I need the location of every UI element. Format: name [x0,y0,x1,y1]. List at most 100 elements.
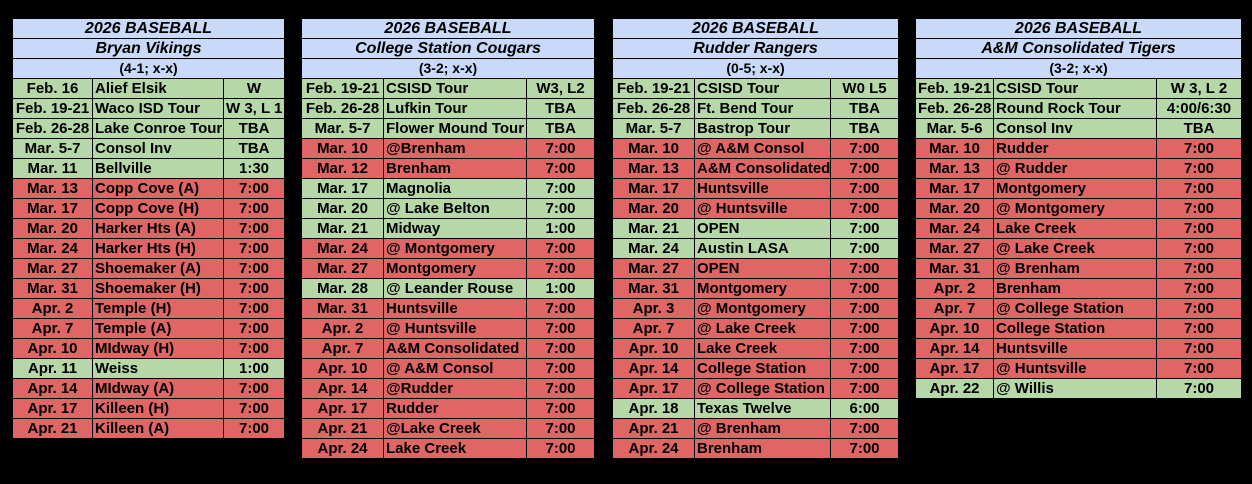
game-row: Apr. 2 @ Huntsville 7:00 [301,318,596,339]
schedule-title: 2026 BASEBALL [11,18,286,39]
game-result: 7:00 [525,138,596,159]
game-opponent: Consol Inv [92,138,224,159]
game-row: Apr. 14 MIdway (A) 7:00 [12,378,286,399]
game-date: Apr. 3 [612,298,695,319]
game-date: Apr. 21 [612,418,695,439]
game-result: 7:00 [1155,178,1243,199]
game-date: Mar. 20 [12,218,93,239]
game-result: 7:00 [1155,278,1243,299]
game-result: TBA [222,118,286,139]
game-row: Apr. 17 Rudder 7:00 [301,398,596,419]
game-row: Mar. 13 Copp Cove (A) 7:00 [12,178,286,199]
game-result: 7:00 [525,418,596,439]
game-opponent: Lake Conroe Tour [92,118,224,139]
game-opponent: @ Willis [993,378,1157,399]
schedule-title: 2026 BASEBALL [611,18,900,39]
game-date: Feb. 26-28 [12,118,93,139]
game-row: Apr. 17 @ Huntsville 7:00 [915,358,1243,379]
game-opponent: Copp Cove (H) [92,198,224,219]
game-result: TBA [829,98,900,119]
game-opponent: College Station [993,318,1157,339]
game-opponent: College Station [694,358,831,379]
game-result: 7:00 [525,358,596,379]
game-opponent: CSISD Tour [694,78,831,99]
game-result: 1:00 [525,278,596,299]
game-result: 7:00 [829,138,900,159]
game-date: Mar. 27 [612,258,695,279]
game-date: Apr. 21 [301,418,384,439]
game-row: Apr. 21 Killeen (A) 7:00 [12,418,286,439]
game-opponent: Huntsville [993,338,1157,359]
game-row: Mar. 11 Bellville 1:30 [12,158,286,179]
game-opponent: CSISD Tour [993,78,1157,99]
game-row: Apr. 10 @ A&M Consol 7:00 [301,358,596,379]
game-date: Mar. 24 [612,238,695,259]
game-row: Mar. 17 Montgomery 7:00 [915,178,1243,199]
game-opponent: Rudder [383,398,527,419]
game-row: Apr. 7 A&M Consolidated 7:00 [301,338,596,359]
game-result: W3, L2 [525,78,596,99]
game-opponent: @Brenham [383,138,527,159]
game-row: Apr. 21 @Lake Creek 7:00 [301,418,596,439]
game-opponent: Lufkin Tour [383,98,527,119]
game-date: Apr. 10 [915,318,994,339]
game-row: Apr. 10 College Station 7:00 [915,318,1243,339]
game-date: Mar. 5-7 [612,118,695,139]
game-opponent: Harker Hts (A) [92,218,224,239]
game-row: Apr. 17 Killeen (H) 7:00 [12,398,286,419]
game-row: Feb. 26-28 Lake Conroe Tour TBA [12,118,286,139]
game-date: Feb. 19-21 [915,78,994,99]
game-result: 7:00 [829,338,900,359]
game-opponent: Round Rock Tour [993,98,1157,119]
game-opponent: MIdway (A) [92,378,224,399]
game-row: Mar. 17 Copp Cove (H) 7:00 [12,198,286,219]
game-result: W0 L5 [829,78,900,99]
game-result: 7:00 [829,278,900,299]
game-row: Apr. 22 @ Willis 7:00 [915,378,1243,399]
game-row: Apr. 24 Brenham 7:00 [612,438,900,459]
game-date: Mar. 31 [301,298,384,319]
game-row: Mar. 31 Huntsville 7:00 [301,298,596,319]
schedule-table-rudder: 2026 BASEBALL Rudder Rangers (0-5; x-x) … [611,18,900,459]
game-date: Apr. 7 [12,318,93,339]
game-date: Mar. 5-7 [301,118,384,139]
game-opponent: @ Lake Creek [694,318,831,339]
game-date: Apr. 17 [612,378,695,399]
game-result: W 3, L 1 [222,98,286,119]
game-result: 7:00 [1155,338,1243,359]
team-name: Bryan Vikings [11,38,286,59]
game-date: Mar. 21 [301,218,384,239]
game-date: Mar. 24 [915,218,994,239]
game-date: Apr. 17 [12,398,93,419]
game-opponent: @Rudder [383,378,527,399]
game-opponent: A&M Consolidated [383,338,527,359]
game-row: Feb. 26-28 Round Rock Tour 4:00/6:30 [915,98,1243,119]
game-row: Feb. 19-21 CSISD Tour W0 L5 [612,78,900,99]
game-result: 7:00 [222,178,286,199]
game-opponent: Texas Twelve [694,398,831,419]
game-date: Mar. 10 [612,138,695,159]
game-result: 7:00 [1155,198,1243,219]
game-result: 7:00 [525,238,596,259]
game-opponent: @ Lake Creek [993,238,1157,259]
schedule-table-bryan: 2026 BASEBALL Bryan Vikings (4-1; x-x) F… [11,18,286,439]
game-date: Apr. 11 [12,358,93,379]
game-result: 7:00 [222,238,286,259]
game-opponent: Huntsville [694,178,831,199]
game-row: Mar. 20 @ Huntsville 7:00 [612,198,900,219]
game-result: 7:00 [1155,358,1243,379]
game-opponent: @ Montgomery [383,238,527,259]
game-row: Feb. 19-21 Waco ISD Tour W 3, L 1 [12,98,286,119]
game-row: Feb. 26-28 Lufkin Tour TBA [301,98,596,119]
game-row: Mar. 12 Brenham 7:00 [301,158,596,179]
game-row: Apr. 14 @Rudder 7:00 [301,378,596,399]
game-result: 4:00/6:30 [1155,98,1243,119]
game-row: Apr. 18 Texas Twelve 6:00 [612,398,900,419]
game-opponent: A&M Consolidated [694,158,831,179]
schedule-table-college-station: 2026 BASEBALL College Station Cougars (3… [300,18,596,459]
game-result: 7:00 [222,318,286,339]
game-opponent: Huntsville [383,298,527,319]
game-opponent: Shoemaker (H) [92,278,224,299]
game-result: 7:00 [525,178,596,199]
game-result: 7:00 [525,378,596,399]
